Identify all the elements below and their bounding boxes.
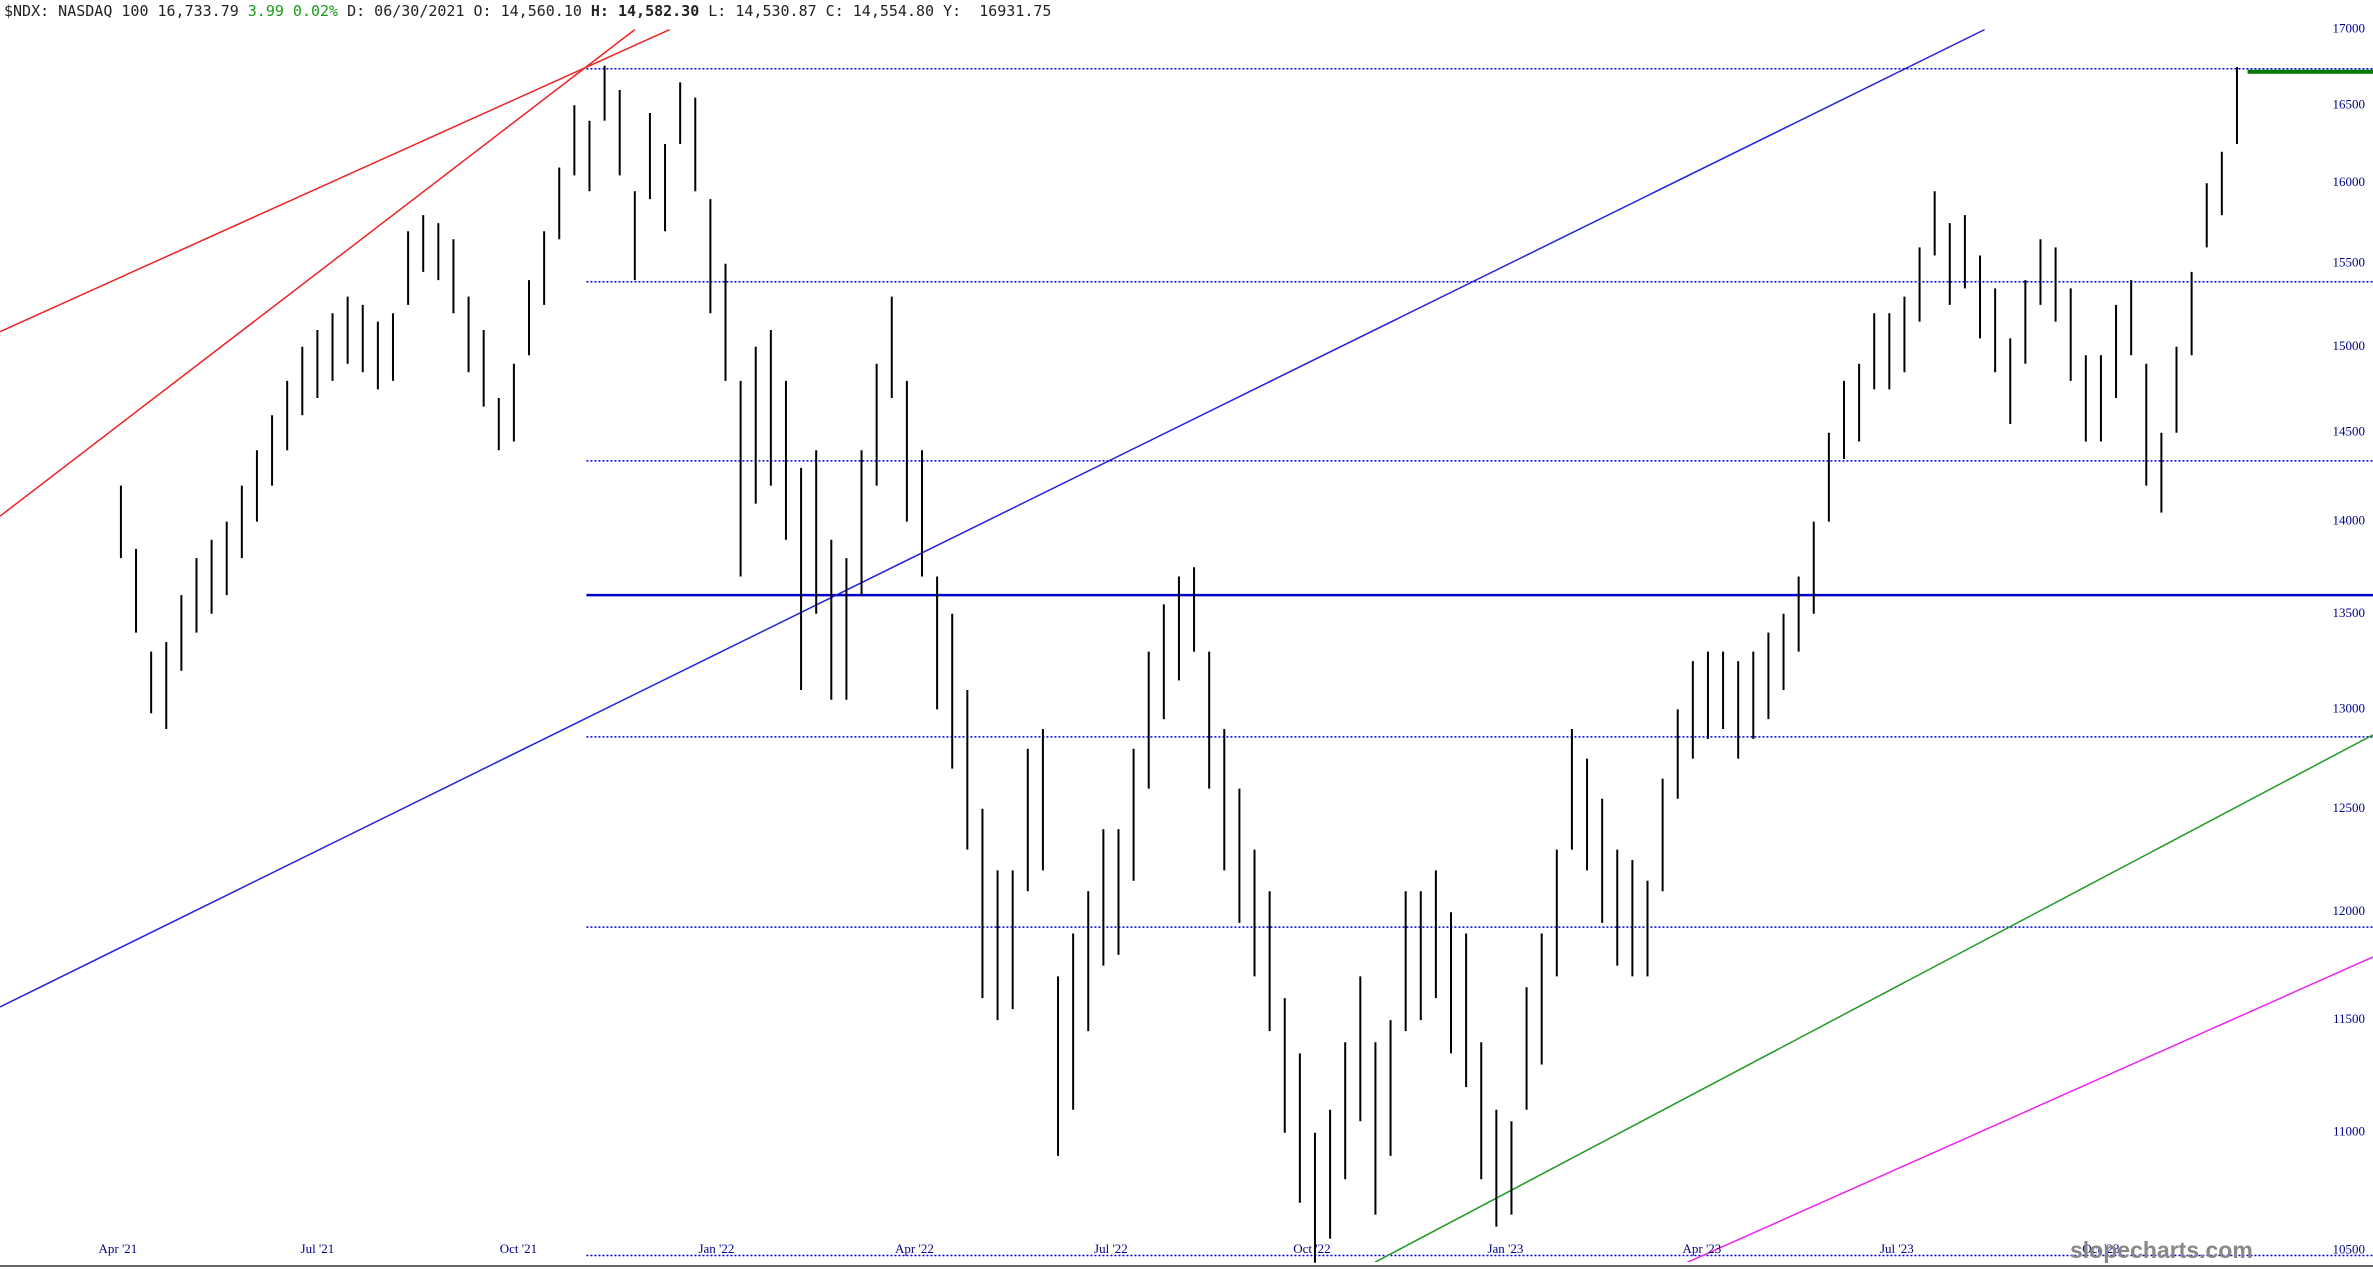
low-close: L: 14,530.87 C: 14,554.80 Y: 16931.75 — [708, 2, 1052, 20]
y-tick-label: 13500 — [2333, 605, 2366, 620]
x-tick-label: Oct '22 — [1293, 1241, 1330, 1256]
y-tick-label: 14000 — [2333, 513, 2366, 528]
x-tick-label: Apr '21 — [98, 1241, 137, 1256]
x-tick-label: Jan '23 — [1487, 1241, 1523, 1256]
y-tick-label: 10500 — [2333, 1242, 2366, 1257]
trend-line — [0, 28, 1985, 1008]
y-tick-label: 16500 — [2333, 96, 2366, 111]
y-tick-label: 15500 — [2333, 255, 2366, 270]
x-tick-label: Jul '21 — [301, 1241, 335, 1256]
x-tick-label: Apr '22 — [895, 1241, 934, 1256]
x-tick-label: Apr '23 — [1683, 1241, 1722, 1256]
y-tick-label: 15000 — [2333, 338, 2366, 353]
x-tick-label: Oct '23 — [2082, 1241, 2119, 1256]
x-tick-label: Jan '22 — [698, 1241, 734, 1256]
trend-line — [0, 29, 636, 517]
y-tick-label: 16000 — [2333, 174, 2366, 189]
y-tick-label: 14500 — [2333, 424, 2366, 439]
quote-header: $NDX: NASDAQ 100 16,733.79 3.99 0.02% D:… — [4, 2, 1051, 20]
y-tick-label: 12000 — [2333, 903, 2366, 918]
x-tick-label: Oct '21 — [500, 1241, 537, 1256]
watermark: slopecharts.com — [2070, 1237, 2253, 1263]
trend-line — [1373, 734, 2373, 1262]
trend-line — [1686, 956, 2373, 1262]
x-tick-label: Jul '22 — [1094, 1241, 1128, 1256]
open: D: 06/30/2021 O: 14,560.10 — [347, 2, 582, 20]
y-tick-label: 13000 — [2333, 700, 2366, 715]
change: 3.99 0.02% — [247, 2, 339, 20]
symbol: $NDX: NASDAQ 100 — [4, 2, 149, 20]
last-price: 16,733.79 — [157, 2, 239, 20]
y-tick-label: 11000 — [2333, 1124, 2365, 1139]
trend-line — [0, 28, 670, 333]
high: H: 14,582.30 — [590, 2, 700, 20]
y-tick-label: 17000 — [2333, 21, 2366, 36]
y-tick-label: 12500 — [2333, 800, 2366, 815]
y-tick-label: 11500 — [2333, 1011, 2365, 1026]
x-tick-label: Jul '23 — [1880, 1241, 1914, 1256]
